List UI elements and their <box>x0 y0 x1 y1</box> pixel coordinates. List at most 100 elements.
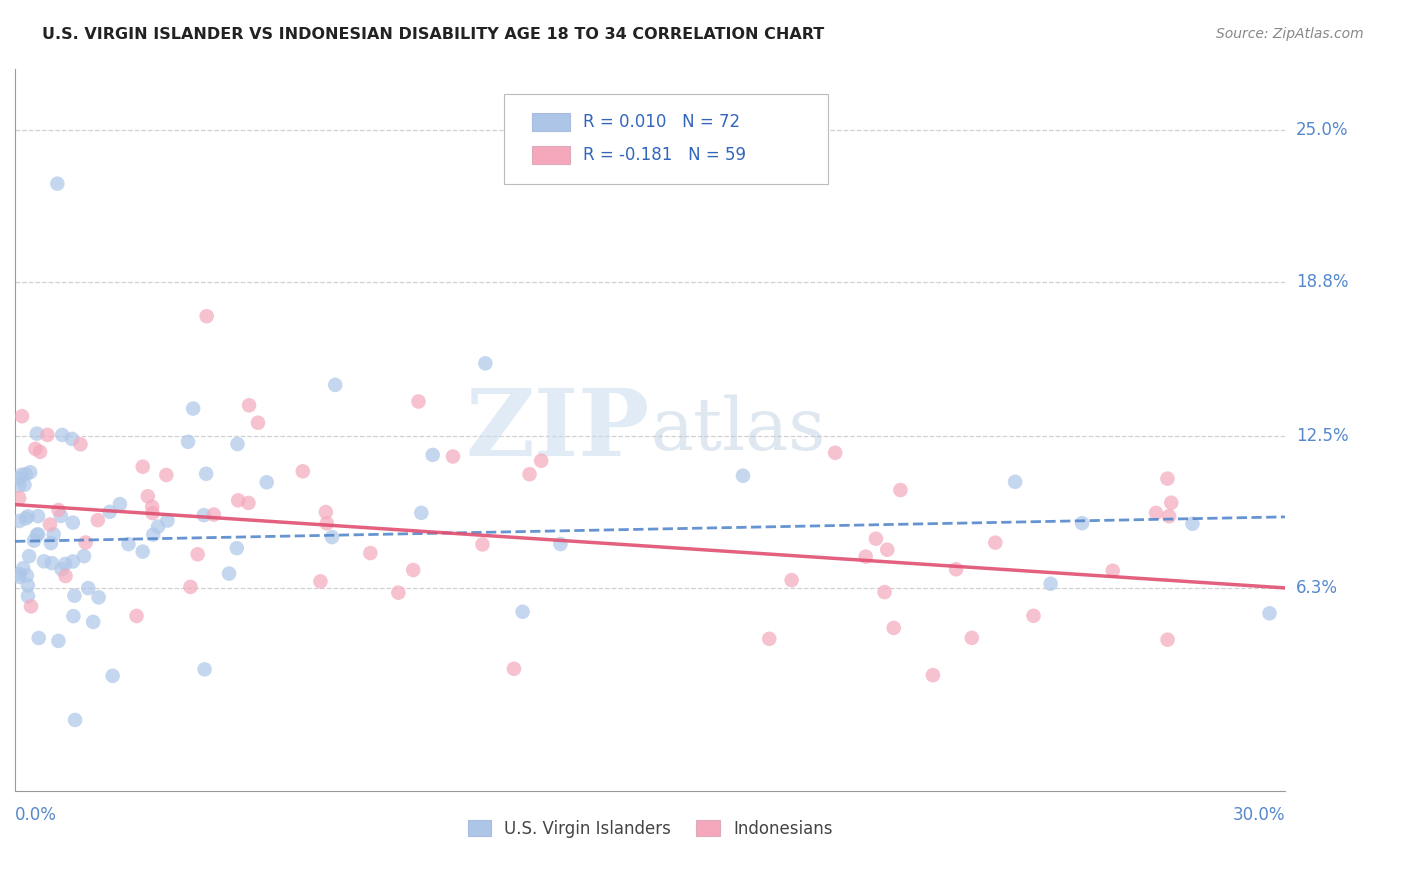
Point <box>17 589 39 603</box>
Point <box>51 562 73 576</box>
Point <box>18 549 41 564</box>
Point <box>24 442 46 456</box>
Point <box>141 506 163 520</box>
Point <box>873 585 896 599</box>
Text: 25.0%: 25.0% <box>1296 120 1348 139</box>
Text: atlas: atlas <box>650 394 825 465</box>
Point <box>550 537 572 551</box>
Point <box>27 527 49 541</box>
Point <box>1071 516 1094 531</box>
Point <box>41 556 63 570</box>
Point <box>402 563 425 577</box>
Point <box>780 573 803 587</box>
Point <box>315 516 337 531</box>
Point <box>922 668 945 682</box>
Point <box>25 528 48 542</box>
Point <box>512 605 534 619</box>
Point <box>73 549 96 563</box>
Text: 18.8%: 18.8% <box>1296 273 1348 291</box>
Point <box>13 478 35 492</box>
Point <box>13 561 35 575</box>
Point <box>824 446 846 460</box>
Point <box>876 542 898 557</box>
Point <box>193 662 215 676</box>
Point <box>1258 607 1281 621</box>
Point <box>1181 516 1204 531</box>
Point <box>193 508 215 523</box>
Point <box>10 467 32 482</box>
Point <box>17 578 39 592</box>
Point <box>291 464 314 478</box>
Point <box>37 428 59 442</box>
Point <box>246 416 269 430</box>
Point <box>39 536 62 550</box>
Point <box>359 546 381 560</box>
Point <box>1022 608 1045 623</box>
Point <box>441 450 464 464</box>
Point <box>146 519 169 533</box>
Point <box>1144 506 1167 520</box>
Point <box>117 537 139 551</box>
Point <box>408 394 430 409</box>
Point <box>422 448 444 462</box>
Point <box>945 562 967 576</box>
Point <box>238 496 260 510</box>
Point <box>8 570 31 584</box>
Point <box>195 467 218 481</box>
Point <box>27 509 49 524</box>
Point <box>22 533 45 548</box>
Point <box>15 568 38 582</box>
Point <box>195 309 218 323</box>
Point <box>49 508 72 523</box>
Text: R = -0.181   N = 59: R = -0.181 N = 59 <box>582 145 745 163</box>
Point <box>474 356 496 370</box>
Point <box>177 434 200 449</box>
Point <box>8 567 31 582</box>
Point <box>48 503 70 517</box>
Point <box>32 554 55 568</box>
Point <box>75 535 97 549</box>
Point <box>181 401 204 416</box>
Point <box>46 177 69 191</box>
Point <box>960 631 983 645</box>
Point <box>125 609 148 624</box>
Point <box>77 581 100 595</box>
Point <box>39 517 62 532</box>
Point <box>42 527 65 541</box>
Point <box>471 537 494 551</box>
Point <box>51 428 73 442</box>
Point <box>14 511 37 525</box>
Text: 6.3%: 6.3% <box>1296 579 1339 597</box>
Point <box>142 527 165 541</box>
Point <box>87 591 110 605</box>
Point <box>141 500 163 514</box>
Point <box>1156 632 1178 647</box>
Point <box>387 585 409 599</box>
Point <box>1101 564 1123 578</box>
Point <box>82 615 104 629</box>
Point <box>519 467 541 482</box>
Point <box>20 599 42 614</box>
Point <box>101 669 124 683</box>
Text: 30.0%: 30.0% <box>1233 806 1285 824</box>
Point <box>309 574 332 589</box>
Point <box>202 508 225 522</box>
Point <box>18 465 41 479</box>
Point <box>48 634 70 648</box>
Point <box>321 530 343 544</box>
Point <box>132 459 155 474</box>
Point <box>731 468 754 483</box>
Point <box>136 489 159 503</box>
Point <box>1039 576 1062 591</box>
Bar <box>531 113 569 131</box>
Point <box>28 631 51 645</box>
Point <box>53 557 76 571</box>
Point <box>17 509 39 524</box>
Point <box>238 398 260 412</box>
Point <box>411 506 433 520</box>
Point <box>855 549 877 564</box>
Point <box>865 532 887 546</box>
Point <box>889 483 911 497</box>
Text: U.S. VIRGIN ISLANDER VS INDONESIAN DISABILITY AGE 18 TO 34 CORRELATION CHART: U.S. VIRGIN ISLANDER VS INDONESIAN DISAB… <box>42 27 824 42</box>
Text: ZIP: ZIP <box>465 384 650 475</box>
